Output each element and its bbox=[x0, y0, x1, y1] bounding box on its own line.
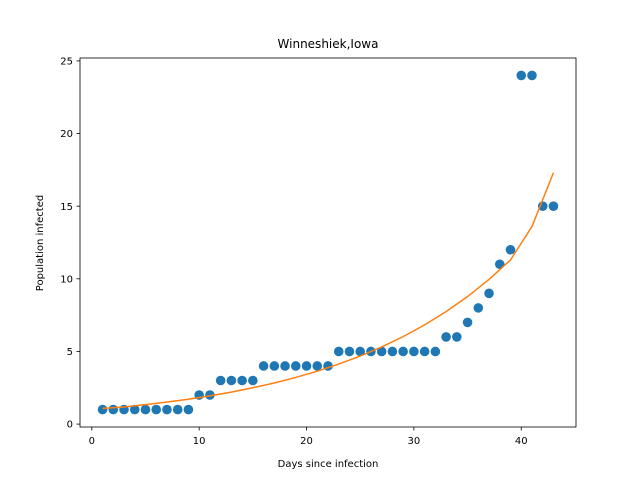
y-axis-label: Population infected bbox=[35, 195, 46, 291]
data-point bbox=[205, 390, 215, 400]
data-point bbox=[387, 346, 398, 357]
data-point bbox=[527, 70, 537, 81]
y-tick-label: 20 bbox=[60, 129, 73, 140]
data-point bbox=[516, 70, 527, 81]
x-axis-label: Days since infection bbox=[278, 459, 379, 470]
data-point bbox=[430, 346, 441, 357]
x-tick-label: 30 bbox=[408, 436, 421, 447]
data-point bbox=[312, 361, 323, 371]
data-point bbox=[376, 346, 387, 357]
data-point bbox=[301, 361, 312, 371]
y-tick-label: 0 bbox=[67, 420, 73, 431]
data-point bbox=[548, 201, 559, 211]
y-tick-label: 10 bbox=[60, 274, 73, 285]
data-point bbox=[344, 346, 355, 357]
x-tick-label: 20 bbox=[300, 436, 313, 447]
chart-title: Winneshiek,Iowa bbox=[278, 37, 379, 51]
data-point bbox=[162, 404, 172, 415]
y-tick-label: 5 bbox=[67, 347, 73, 358]
data-point bbox=[452, 332, 462, 342]
data-point bbox=[248, 375, 258, 386]
x-tick-label: 10 bbox=[193, 436, 206, 447]
data-point bbox=[172, 404, 183, 415]
x-tick-label: 40 bbox=[515, 436, 528, 447]
data-point bbox=[409, 346, 419, 357]
axes: 0 10 20 30 40 0 5 10 15 20 25 bbox=[60, 57, 577, 447]
data-point bbox=[140, 404, 151, 415]
data-point bbox=[494, 259, 505, 270]
data-point bbox=[108, 404, 119, 415]
data-point bbox=[280, 361, 290, 371]
data-point bbox=[333, 346, 344, 357]
data-point bbox=[129, 404, 140, 415]
data-point bbox=[290, 361, 301, 371]
data-point bbox=[97, 404, 108, 415]
data-point bbox=[419, 346, 430, 357]
data-point bbox=[215, 375, 226, 386]
data-point bbox=[151, 404, 162, 415]
plot-area bbox=[97, 70, 559, 415]
data-point bbox=[462, 317, 473, 328]
y-tick-label: 25 bbox=[60, 57, 73, 68]
data-point bbox=[258, 361, 269, 371]
y-tick-label: 15 bbox=[60, 202, 73, 213]
data-point bbox=[226, 375, 237, 386]
data-point bbox=[183, 404, 194, 415]
data-point bbox=[505, 244, 516, 255]
data-point bbox=[398, 346, 408, 357]
data-point bbox=[484, 288, 494, 299]
data-point bbox=[269, 361, 280, 371]
data-point bbox=[473, 303, 484, 313]
data-point bbox=[237, 375, 247, 386]
data-point bbox=[441, 332, 451, 342]
axes-frame bbox=[79, 57, 577, 428]
data-point bbox=[355, 346, 366, 357]
x-tick-label: 0 bbox=[89, 436, 95, 447]
fit-curve-line bbox=[102, 172, 555, 410]
